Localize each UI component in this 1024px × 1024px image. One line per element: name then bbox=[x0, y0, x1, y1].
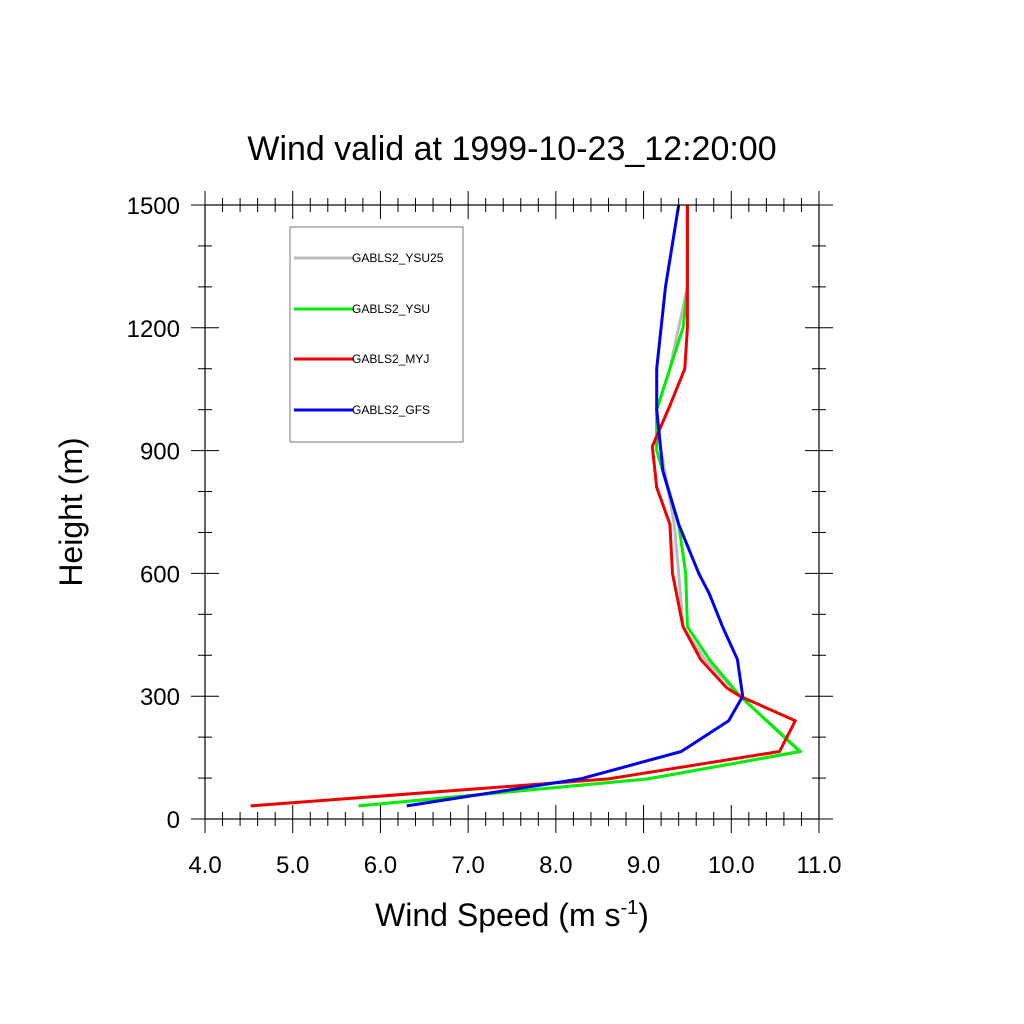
x-tick-label: 5.0 bbox=[276, 852, 309, 879]
y-tick-label: 1200 bbox=[127, 316, 180, 343]
x-tick-label: 7.0 bbox=[451, 852, 484, 879]
y-tick-label: 600 bbox=[140, 561, 180, 588]
y-tick-label: 0 bbox=[167, 807, 180, 834]
plot-frame bbox=[204, 204, 820, 820]
legend-label: GABLS2_YSU25 bbox=[352, 251, 444, 265]
legend-box bbox=[289, 226, 464, 443]
x-tick-label: 9.0 bbox=[627, 852, 660, 879]
legend-items: GABLS2_YSU25 GABLS2_YSU GABLS2_MYJ GABLS2_G… bbox=[294, 251, 444, 417]
legend-label: GABLS2_MYJ bbox=[352, 352, 429, 366]
y-tick-label: 300 bbox=[140, 684, 180, 711]
series-line-gabls2-myj bbox=[250, 205, 797, 808]
legend: GABLS2_YSU25 GABLS2_YSU GABLS2_MYJ GABLS2_G… bbox=[289, 226, 464, 443]
y-axis-label: Height (m) bbox=[53, 437, 89, 586]
y-tick-label: 1500 bbox=[127, 193, 180, 220]
series-line-gabls2-ysu bbox=[358, 205, 802, 808]
x-tick-label: 6.0 bbox=[364, 852, 397, 879]
x-axis-label-close: ) bbox=[638, 897, 649, 933]
x-tick-label: 11.0 bbox=[797, 852, 842, 879]
series-layer bbox=[250, 204, 803, 808]
x-tick-label: 8.0 bbox=[539, 852, 572, 879]
x-tick-label: 4.0 bbox=[188, 852, 221, 879]
x-axis-label-superscript: -1 bbox=[620, 897, 638, 919]
legend-label: GABLS2_GFS bbox=[352, 403, 430, 417]
x-axis-label: Wind Speed (m s-1) bbox=[375, 897, 649, 933]
x-tick-label: 10.0 bbox=[708, 852, 755, 879]
chart-title: Wind valid at 1999-10-23_12:20:00 bbox=[247, 130, 776, 168]
legend-label: GABLS2_YSU bbox=[352, 302, 430, 316]
y-tick-label: 900 bbox=[140, 439, 180, 466]
x-axis-label-main: Wind Speed (m s bbox=[375, 897, 620, 933]
ticks-layer: 4.0 5.0 6.0 7.0 8.0 9.0 10.0 11.0 0 300 600 900 1200… bbox=[127, 191, 842, 879]
series-line-gabls2-gfs bbox=[406, 204, 745, 808]
